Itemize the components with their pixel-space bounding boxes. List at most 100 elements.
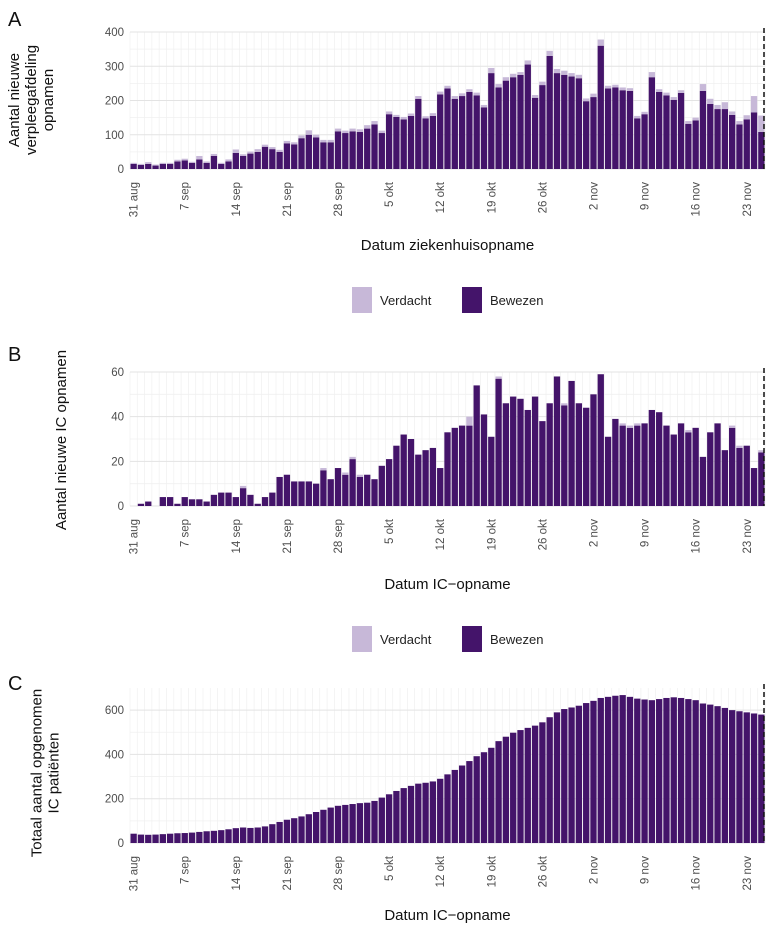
bar-verdacht bbox=[393, 114, 400, 117]
bar-verdacht bbox=[685, 121, 692, 124]
bar-verdacht bbox=[561, 403, 568, 406]
bar-bewezen bbox=[553, 376, 561, 506]
y-axis-title: Aantal nieuwe bbox=[6, 53, 23, 147]
bar-bewezen bbox=[495, 378, 502, 506]
bar-bewezen bbox=[510, 77, 517, 169]
bar-bewezen bbox=[488, 73, 495, 169]
bar-verdacht bbox=[531, 95, 539, 98]
bar-bewezen bbox=[232, 497, 239, 506]
bar-verdacht bbox=[583, 98, 590, 102]
bar-bewezen bbox=[699, 703, 707, 843]
bar-bewezen bbox=[758, 452, 765, 506]
bar-bewezen bbox=[714, 706, 721, 843]
bar-bewezen bbox=[152, 834, 159, 843]
bar-verdacht bbox=[283, 140, 291, 144]
bar-bewezen bbox=[210, 155, 218, 169]
y-tick-label: 200 bbox=[105, 794, 124, 806]
bar-verdacht bbox=[254, 149, 261, 152]
bar-bewezen bbox=[714, 109, 721, 169]
bar-verdacht bbox=[320, 468, 327, 471]
bar-bewezen bbox=[531, 396, 539, 506]
bar-bewezen bbox=[385, 794, 393, 843]
bar-bewezen bbox=[422, 450, 429, 506]
x-tick-label: 12 okt bbox=[435, 518, 447, 550]
y-tick-label: 100 bbox=[105, 130, 124, 142]
bar-bewezen bbox=[196, 159, 203, 169]
y-tick-label: 20 bbox=[111, 456, 124, 468]
bar-verdacht bbox=[444, 85, 451, 89]
bar-bewezen bbox=[488, 747, 495, 843]
bar-verdacht bbox=[137, 163, 145, 165]
y-axis-title: Aantal nieuwe IC opnamen bbox=[53, 350, 70, 530]
bar-bewezen bbox=[451, 769, 458, 843]
bar-verdacht bbox=[371, 121, 378, 125]
x-tick-label: 7 sep bbox=[180, 519, 192, 547]
bar-bewezen bbox=[283, 474, 291, 506]
bar-bewezen bbox=[203, 501, 210, 506]
bar-bewezen bbox=[371, 800, 378, 843]
bar-verdacht bbox=[729, 425, 736, 428]
bar-verdacht bbox=[561, 70, 568, 75]
bar-bewezen bbox=[721, 109, 729, 169]
bar-bewezen bbox=[524, 409, 531, 506]
bar-verdacht bbox=[626, 88, 634, 91]
legend-swatch-bewezen bbox=[462, 626, 482, 652]
bar-bewezen bbox=[305, 134, 312, 169]
bar-bewezen bbox=[145, 501, 152, 506]
bar-bewezen bbox=[415, 783, 422, 843]
x-axis-title: Datum IC−opname bbox=[384, 576, 510, 593]
bar-bewezen bbox=[575, 705, 583, 843]
bar-bewezen bbox=[261, 146, 269, 169]
x-tick-label: 7 sep bbox=[180, 182, 192, 210]
bar-verdacht bbox=[677, 90, 685, 93]
bar-verdacht bbox=[356, 129, 364, 133]
bar-bewezen bbox=[393, 116, 400, 169]
bar-bewezen bbox=[634, 425, 641, 506]
bar-bewezen bbox=[400, 119, 407, 169]
y-tick-label: 400 bbox=[105, 749, 124, 761]
bar-bewezen bbox=[137, 164, 145, 169]
bar-bewezen bbox=[502, 80, 510, 169]
bar-bewezen bbox=[137, 834, 145, 843]
bar-bewezen bbox=[743, 712, 750, 843]
bar-bewezen bbox=[429, 115, 437, 169]
bar-bewezen bbox=[145, 163, 152, 169]
panel-letter: A bbox=[8, 9, 22, 31]
bar-bewezen bbox=[188, 162, 196, 169]
bar-bewezen bbox=[729, 427, 736, 506]
bar-bewezen bbox=[342, 804, 349, 843]
bar-bewezen bbox=[312, 483, 320, 506]
bar-bewezen bbox=[619, 425, 626, 506]
bar-verdacht bbox=[750, 96, 758, 113]
bar-verdacht bbox=[604, 85, 612, 89]
bar-bewezen bbox=[276, 821, 283, 843]
legend-label-bewezen: Bewezen bbox=[490, 293, 543, 308]
x-tick-label: 26 okt bbox=[537, 181, 549, 213]
bar-bewezen bbox=[736, 447, 743, 506]
x-tick-label: 9 nov bbox=[640, 182, 652, 210]
bar-verdacht bbox=[239, 485, 247, 489]
bar-bewezen bbox=[188, 499, 196, 506]
bar-verdacht bbox=[466, 416, 473, 426]
bar-bewezen bbox=[604, 88, 612, 169]
bar-bewezen bbox=[444, 432, 451, 506]
bar-bewezen bbox=[342, 133, 349, 169]
bar-verdacht bbox=[152, 164, 159, 166]
bar-bewezen bbox=[451, 427, 458, 506]
bar-verdacht bbox=[225, 159, 232, 162]
y-tick-label: 0 bbox=[118, 838, 124, 850]
x-tick-label: 2 nov bbox=[588, 856, 600, 884]
bar-bewezen bbox=[597, 45, 604, 170]
bar-bewezen bbox=[203, 831, 210, 843]
bar-bewezen bbox=[488, 436, 495, 506]
bar-bewezen bbox=[473, 385, 480, 506]
bar-bewezen bbox=[210, 830, 218, 843]
panel-a-chart: 0 100 200 300 400 31 aug 7 sep 14 sep 21 sep 28 s… bbox=[6, 9, 766, 254]
bar-bewezen bbox=[539, 421, 546, 506]
bar-bewezen bbox=[707, 103, 714, 169]
bar-bewezen bbox=[480, 414, 488, 506]
bar-bewezen bbox=[502, 736, 510, 843]
bar-bewezen bbox=[721, 450, 729, 506]
bar-bewezen bbox=[736, 124, 743, 169]
legend-label-verdacht: Verdacht bbox=[380, 632, 432, 647]
